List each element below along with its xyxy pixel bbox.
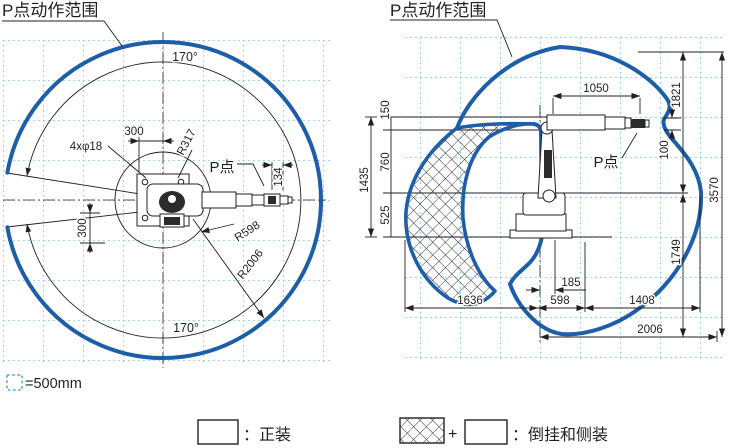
sweep-arc-170 — [26, 61, 302, 339]
dim-300-top-label: 300 — [124, 126, 143, 138]
sweep-arrow-top — [25, 167, 32, 176]
title-leader-right — [390, 19, 513, 58]
legend: ：正装 + ：倒挂和侧装 — [197, 417, 610, 446]
dim-100-label: 100 — [659, 140, 671, 159]
work-envelope-top-view — [5, 40, 324, 360]
robot-top-view — [136, 173, 293, 228]
work-envelope-side-view — [455, 44, 704, 337]
p-point-leader-left — [237, 163, 265, 187]
angle-bottom-label: 170° — [173, 321, 199, 335]
bolt-holes-label: 4xφ18 — [70, 141, 102, 153]
dim-760-label: 760 — [380, 152, 392, 171]
dim-2006-label: 2006 — [637, 324, 663, 336]
dim-1408-label: 1408 — [629, 295, 655, 307]
dim-1435-label: 1435 — [359, 167, 371, 193]
grid-note: =500mm — [6, 374, 83, 394]
bolt-leader — [107, 145, 147, 179]
legend-normal-label: ：正装 — [243, 426, 291, 444]
grid-unit-swatch — [6, 374, 23, 391]
dim-300-left-label: 300 — [77, 218, 89, 237]
right-view: P点动作范围 1050 1821 1749 3570 100 150 760 5… — [358, 0, 726, 359]
dim-525-label: 525 — [380, 205, 392, 224]
r598-leader — [200, 223, 235, 234]
sweep-arrow-bottom — [25, 224, 32, 233]
angle-top-label: 170° — [172, 50, 198, 64]
p-point-leader-right — [621, 132, 638, 159]
wedge-line-upper — [6, 172, 141, 195]
extra-envelope-crosshatch — [404, 121, 536, 307]
left-view: P点动作范围 300 4xφ18 R317 P点 134 R598 R2006 — [1, 0, 333, 368]
r2006-leader — [192, 218, 265, 319]
dim-134-label: 134 — [273, 167, 285, 187]
title-leader-left — [2, 20, 123, 47]
legend-crosshatch-swatch — [399, 417, 445, 444]
dim-3570-label: 3570 — [709, 177, 721, 203]
legend-normal-swatch — [197, 419, 239, 445]
dim-1050-label: 1050 — [583, 83, 609, 95]
dim-1821-label: 1821 — [671, 82, 683, 108]
dim-1749-label: 1749 — [671, 239, 683, 265]
legend-plus-sign: + — [448, 426, 457, 443]
robot-side-view — [509, 114, 650, 239]
p-point-label-right: P点 — [593, 154, 618, 171]
dim-1636-label: 1636 — [457, 295, 483, 307]
p-point-label-left: P点 — [209, 159, 234, 176]
dim-598-label: 598 — [550, 295, 569, 307]
dim-185-label: 185 — [561, 277, 580, 289]
r317-leader — [177, 149, 193, 179]
legend-plain-swatch — [464, 419, 508, 445]
wedge-line-lower — [6, 211, 141, 228]
legend-inverted-label: ：倒挂和侧装 — [512, 426, 608, 444]
right-view-title: P点动作范围 — [390, 1, 486, 20]
left-view-title: P点动作范围 — [2, 1, 98, 20]
grid-unit-label: =500mm — [25, 376, 82, 392]
dim-150-label: 150 — [380, 100, 392, 119]
